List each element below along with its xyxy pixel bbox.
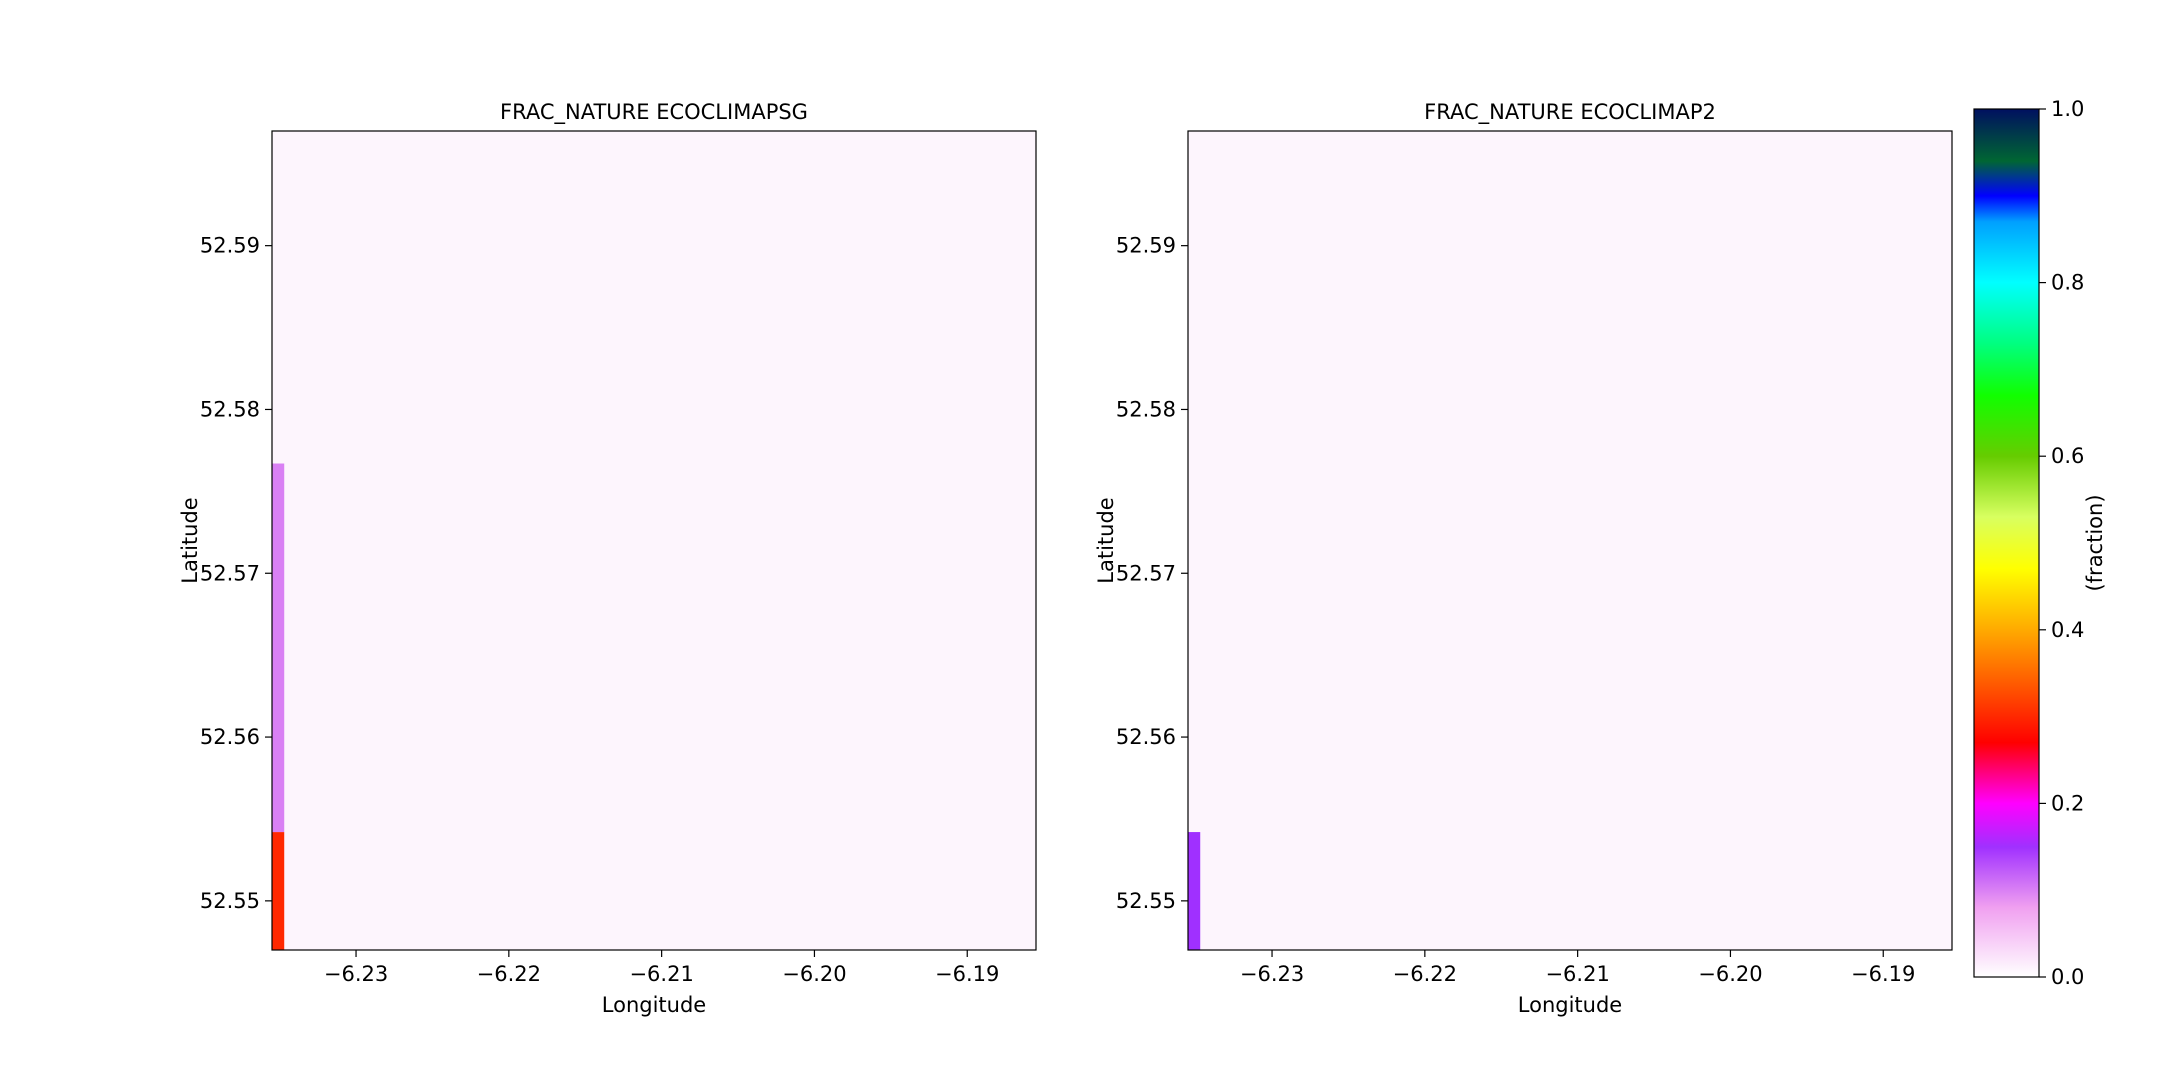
colorbar: 0.0 0.2 0.4 0.6 0.8 1.0 (fraction) (1973, 97, 2107, 989)
x-axis-label: Longitude (1518, 993, 1622, 1017)
x-tick-label: −6.21 (629, 962, 693, 986)
x-tick-label: −6.19 (935, 962, 999, 986)
y-tick-label: 52.55 (200, 889, 260, 913)
colorbar-tick-label: 0.6 (2051, 444, 2084, 468)
heatmap-cell (272, 463, 285, 833)
colorbar-tick-label: 0.2 (2051, 791, 2084, 815)
y-tick-label: 52.56 (200, 725, 260, 749)
x-tick-label: −6.23 (324, 962, 388, 986)
y-tick-label: 52.59 (200, 234, 260, 258)
x-tick-label: −6.22 (1393, 962, 1457, 986)
y-tick-label: 52.58 (200, 397, 260, 421)
x-tick-label: −6.22 (477, 962, 541, 986)
x-axis-label: Longitude (602, 993, 706, 1017)
heatmap-cell (1188, 832, 1201, 950)
x-tick-label: −6.19 (1851, 962, 1915, 986)
y-tick-label: 52.58 (1116, 397, 1176, 421)
y-tick-label: 52.55 (1116, 889, 1176, 913)
axes-frame (271, 130, 1037, 951)
colorbar-frame (1973, 108, 2040, 978)
y-tick-label: 52.57 (200, 561, 260, 585)
field-background (1188, 131, 1952, 950)
panel-1: −6.23 −6.22 −6.21 −6.20 −6.19 52.55 52.56 52.57… (178, 100, 1037, 1017)
panel-2: −6.23 −6.22 −6.21 −6.20 −6.19 52.55 52.56 52.57… (1094, 100, 1953, 1017)
panel-title: FRAC_NATURE ECOCLIMAPSG (500, 100, 808, 125)
colorbar-tick-label: 0.0 (2051, 965, 2084, 989)
colorbar-tick-label: 0.8 (2051, 271, 2084, 295)
y-tick-label: 52.57 (1116, 561, 1176, 585)
colorbar-label: (fraction) (2083, 494, 2107, 591)
x-tick-label: −6.20 (782, 962, 846, 986)
panels: −6.23 −6.22 −6.21 −6.20 −6.19 52.55 52.56 52.57… (178, 100, 1953, 1017)
y-axis-label: Latitude (178, 497, 202, 583)
x-tick-label: −6.20 (1698, 962, 1762, 986)
field-background (272, 131, 1036, 950)
y-tick-label: 52.59 (1116, 234, 1176, 258)
x-tick-label: −6.21 (1545, 962, 1609, 986)
y-tick-label: 52.56 (1116, 725, 1176, 749)
y-axis-label: Latitude (1094, 497, 1118, 583)
x-tick-label: −6.23 (1240, 962, 1304, 986)
heatmap-cell (272, 832, 285, 950)
colorbar-gradient (1974, 109, 2039, 977)
axes-frame (1187, 130, 1953, 951)
colorbar-tick-label: 0.4 (2051, 618, 2084, 642)
colorbar-tick-label: 1.0 (2051, 97, 2084, 121)
panel-title: FRAC_NATURE ECOCLIMAP2 (1424, 100, 1716, 125)
